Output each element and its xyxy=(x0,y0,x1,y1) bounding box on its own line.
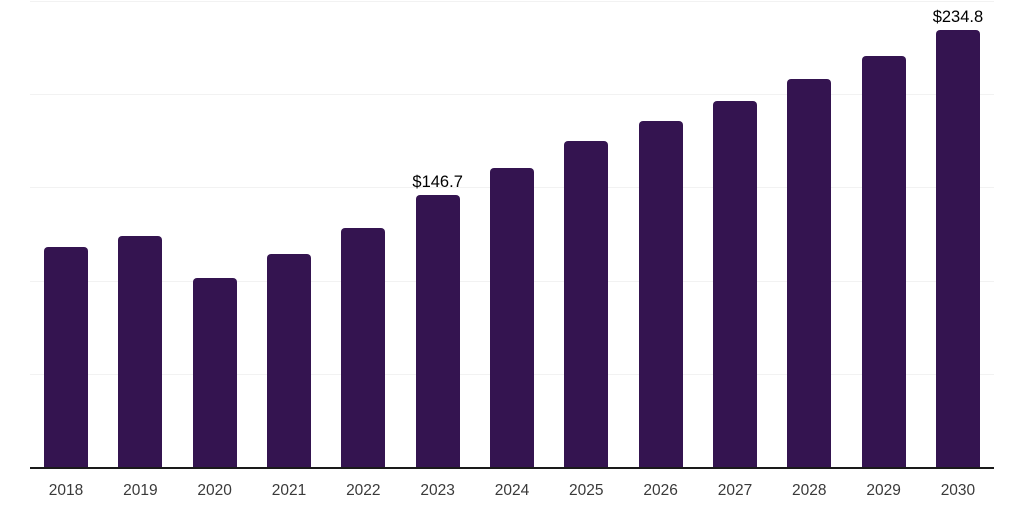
x-tick-label-2027: 2027 xyxy=(717,482,753,499)
bar-2020[interactable] xyxy=(192,278,237,468)
bar-2026[interactable] xyxy=(638,120,683,468)
bar-2022[interactable] xyxy=(341,228,386,468)
x-tick-label-2028: 2028 xyxy=(792,482,827,499)
bar-2018[interactable] xyxy=(44,246,88,468)
bar-2030[interactable]: $234.8 xyxy=(933,8,983,468)
x-tick-label-2025: 2025 xyxy=(569,482,604,499)
bar-value-label-2030: $234.8 xyxy=(932,8,984,27)
x-axis-labels: 2018 2019 2020 2021 2022 2023 2024 2025 2026 2027… xyxy=(30,470,994,512)
x-axis-line xyxy=(30,467,994,469)
x-tick-label-2019: 2019 xyxy=(123,482,158,499)
x-tick-label-2029: 2029 xyxy=(866,482,901,499)
x-tick-label-2030: 2030 xyxy=(940,482,976,499)
bar-2023[interactable]: $146.7 xyxy=(412,173,463,468)
x-tick-label-2018: 2018 xyxy=(48,482,84,499)
x-tick-label-2024: 2024 xyxy=(494,482,530,499)
bar-value-label-2023: $146.7 xyxy=(412,172,463,191)
gridline-250 xyxy=(30,1,994,2)
x-tick-label-2023: 2023 xyxy=(420,482,455,499)
x-tick-label-2021: 2021 xyxy=(271,482,307,499)
x-tick-label-2020: 2020 xyxy=(197,482,232,499)
bar-2029[interactable] xyxy=(861,55,906,468)
x-tick-label-2026: 2026 xyxy=(643,482,678,499)
bar-2028[interactable] xyxy=(787,79,832,468)
bars-container: $146.7 $234.8 xyxy=(30,2,994,468)
bar-2024[interactable] xyxy=(489,168,534,468)
bar-2019[interactable] xyxy=(118,235,163,468)
x-tick-label-2022: 2022 xyxy=(346,482,381,499)
plot-area: $146.7 $234.8 xyxy=(30,1,994,469)
gridline-200 xyxy=(30,94,994,96)
bar-2027[interactable] xyxy=(712,100,757,468)
bar-2025[interactable] xyxy=(564,140,609,468)
bar-2021[interactable] xyxy=(266,254,311,468)
